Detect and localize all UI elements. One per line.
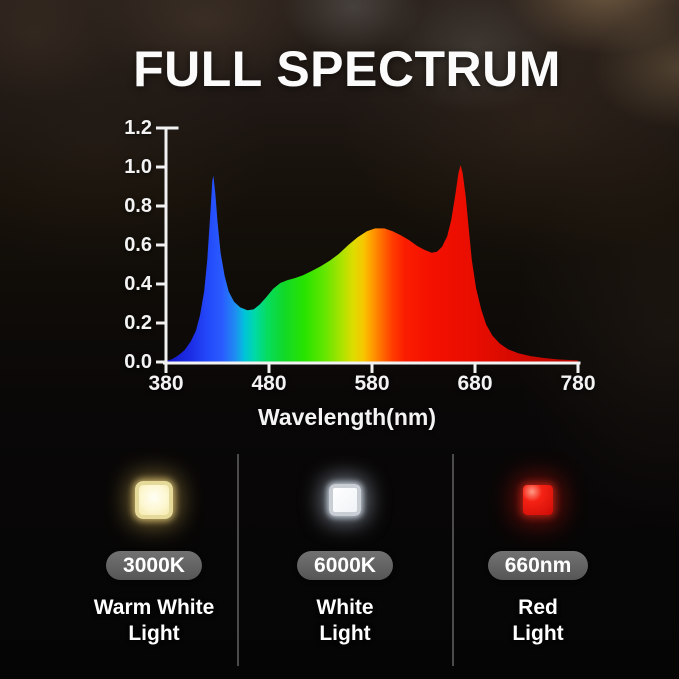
panel-label: White Light	[316, 596, 374, 645]
y-tick-label: 0.4	[124, 273, 152, 295]
y-tick-label: 1.0	[124, 156, 152, 178]
color-temp-badge: 6000K	[297, 551, 393, 580]
panel-warm-white-light: 3000K Warm White Light	[64, 470, 244, 647]
led-chip-box	[329, 470, 361, 530]
panel-red-light: 660nm Red Light	[448, 470, 628, 647]
x-tick-label: 480	[251, 372, 287, 395]
x-tick-label: 780	[560, 372, 596, 395]
wavelength-badge: 660nm	[487, 551, 589, 580]
panel-divider	[452, 454, 454, 666]
page-title: FULL SPECTRUM	[133, 41, 561, 97]
spectrum-area-fill	[166, 165, 578, 364]
panel-label: Red Light	[512, 596, 564, 645]
y-tick-label: 0.8	[124, 195, 152, 217]
color-temp-badge: 3000K	[106, 551, 202, 580]
y-tick-label: 0.0	[124, 351, 152, 373]
panel-label: Warm White Light	[93, 596, 215, 645]
led-chip-box	[135, 470, 173, 530]
y-tick-label: 1.2	[124, 117, 152, 139]
x-tick-label: 680	[457, 372, 493, 395]
led-chip-box	[523, 470, 553, 530]
panel-divider	[237, 454, 239, 666]
y-tick-label: 0.2	[124, 312, 152, 334]
x-tick-label: 580	[354, 372, 390, 395]
warm-white-led-icon	[135, 481, 173, 519]
y-tick-label: 0.6	[124, 234, 152, 256]
x-axis-title: Wavelength(nm)	[257, 404, 437, 430]
white-led-icon	[329, 484, 361, 516]
panel-white-light: 6000K White Light	[255, 470, 435, 647]
x-tick-label: 380	[148, 372, 184, 395]
red-led-icon	[523, 485, 553, 515]
